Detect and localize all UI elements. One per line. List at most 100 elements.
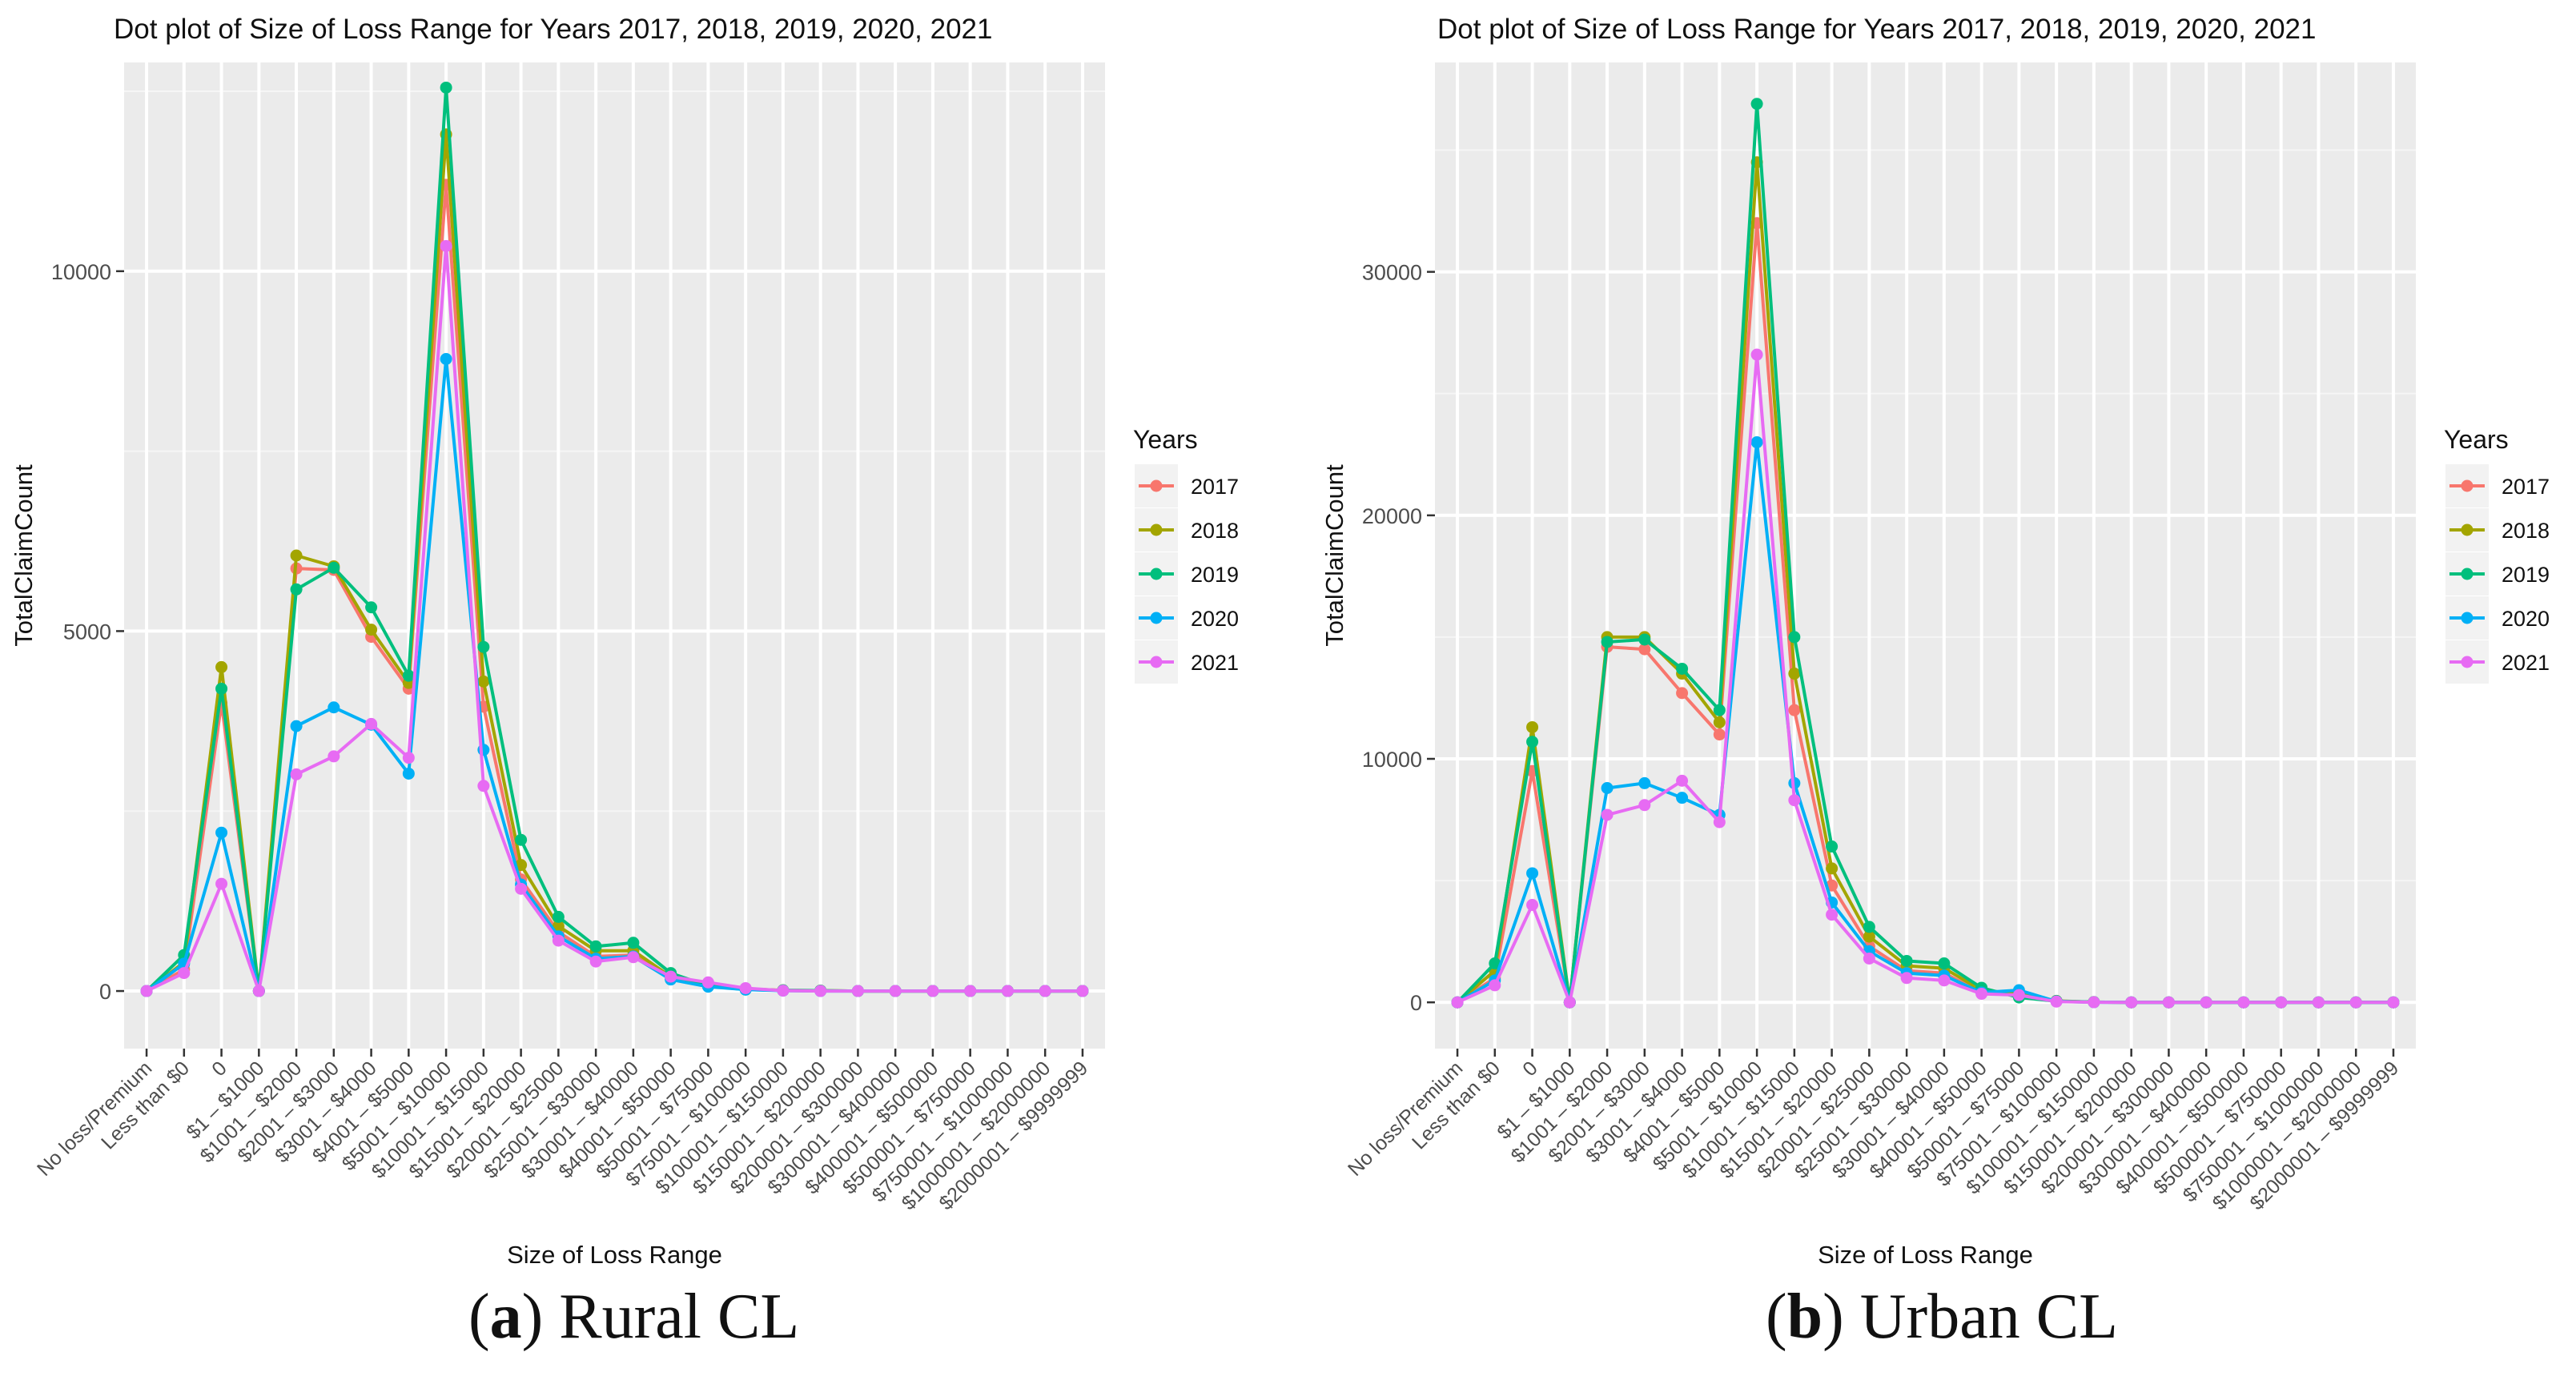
- data-point-2020: [215, 826, 228, 839]
- data-point-2019: [1826, 840, 1839, 853]
- data-point-2017: [1676, 687, 1689, 700]
- y-tick-label: 30000: [1362, 261, 1422, 285]
- data-point-2021: [1451, 996, 1464, 1009]
- data-point-2019: [589, 940, 602, 953]
- legend-label-2019: 2019: [1191, 563, 1239, 587]
- data-point-2021: [2200, 996, 2212, 1009]
- chart-title: Dot plot of Size of Loss Range for Years…: [1437, 14, 2316, 45]
- data-point-2019: [290, 583, 303, 596]
- caption-a-text: Rural CL: [559, 1282, 800, 1352]
- data-point-2021: [328, 750, 340, 763]
- data-point-2019: [215, 682, 228, 695]
- data-point-2021: [178, 967, 191, 980]
- data-point-2019: [1676, 662, 1689, 675]
- legend-key-point-2018: [2461, 524, 2474, 536]
- caption-a: (a) Rural CL: [468, 1282, 800, 1352]
- data-point-2021: [2088, 996, 2100, 1009]
- data-point-2021: [1938, 974, 1951, 987]
- y-tick-label: 10000: [1362, 748, 1422, 772]
- data-point-2019: [1900, 954, 1913, 967]
- data-point-2018: [552, 920, 565, 933]
- chart-title: Dot plot of Size of Loss Range for Years…: [114, 14, 992, 45]
- data-point-2021: [1975, 988, 1988, 1001]
- data-point-2021: [2012, 989, 2025, 1001]
- series-line-2021: [146, 244, 1083, 993]
- data-point-2019: [627, 937, 640, 949]
- data-point-2021: [1039, 985, 1051, 997]
- data-point-2021: [665, 970, 677, 983]
- y-tick-label: 0: [99, 980, 111, 1004]
- data-point-2021: [1601, 808, 1614, 821]
- data-point-2021: [215, 877, 228, 890]
- legend-label-2019: 2019: [2502, 563, 2550, 587]
- data-point-2019: [1638, 633, 1651, 646]
- legend-title: Years: [1133, 425, 1198, 454]
- data-point-2018: [477, 675, 490, 688]
- plot-panel: [1435, 62, 2416, 1049]
- data-point-2021: [2312, 996, 2325, 1009]
- x-axis-title: Size of Loss Range: [1818, 1241, 2033, 1269]
- data-point-2017: [1788, 704, 1801, 716]
- caption-b-letter: b: [1786, 1282, 1823, 1352]
- data-point-2021: [552, 934, 565, 947]
- legend-label-2020: 2020: [1191, 607, 1239, 631]
- legend-title: Years: [2444, 425, 2509, 454]
- data-point-2019: [1788, 631, 1801, 644]
- legend-key-point-2018: [1150, 524, 1163, 536]
- data-point-2021: [1489, 979, 1501, 992]
- data-point-2019: [402, 669, 415, 682]
- legend-label-2018: 2018: [2502, 519, 2550, 543]
- data-point-2017: [1638, 643, 1651, 656]
- legend-label-2017: 2017: [2502, 475, 2550, 499]
- legend-label-2017: 2017: [1191, 475, 1239, 499]
- data-point-2019: [1863, 921, 1875, 933]
- data-point-2019: [440, 81, 452, 94]
- data-point-2021: [2275, 996, 2288, 1009]
- y-axis-title: TotalClaimCount: [10, 464, 38, 647]
- data-point-2020: [1526, 867, 1539, 880]
- caption-b: (b) Urban CL: [1766, 1282, 2118, 1352]
- x-tick-label: 0: [207, 1057, 231, 1081]
- caption-b-text: Urban CL: [1859, 1282, 2118, 1352]
- data-point-2021: [402, 752, 415, 764]
- data-point-2019: [1713, 704, 1726, 716]
- data-point-2021: [851, 985, 864, 997]
- chart-urban: Dot plot of Size of Loss Range for Years…: [1320, 14, 2550, 1269]
- data-point-2018: [1863, 930, 1875, 943]
- data-point-2020: [440, 352, 452, 365]
- data-point-2021: [777, 985, 790, 997]
- data-point-2021: [701, 976, 714, 989]
- data-point-2019: [477, 640, 490, 653]
- y-tick-label: 10000: [51, 260, 111, 284]
- data-point-2019: [365, 601, 378, 614]
- legend-key-point-2021: [2461, 656, 2474, 668]
- y-tick-label: 20000: [1362, 504, 1422, 528]
- data-point-2019: [1489, 957, 1501, 970]
- data-point-2020: [1601, 782, 1614, 795]
- data-point-2018: [1788, 668, 1801, 680]
- x-tick-label: 0: [1518, 1057, 1542, 1081]
- data-point-2019: [1750, 98, 1763, 110]
- data-point-2021: [252, 985, 265, 997]
- data-point-2019: [552, 910, 565, 923]
- data-point-2021: [2237, 996, 2250, 1009]
- data-point-2021: [1713, 816, 1726, 828]
- data-point-2019: [328, 561, 340, 574]
- y-tick-label: 0: [1410, 991, 1422, 1015]
- data-point-2021: [515, 882, 528, 895]
- data-point-2021: [2050, 995, 2063, 1008]
- data-point-2021: [739, 981, 752, 994]
- data-point-2021: [1750, 348, 1763, 361]
- data-point-2019: [515, 833, 528, 846]
- data-point-2021: [2162, 996, 2175, 1009]
- data-point-2021: [964, 985, 977, 997]
- data-point-2018: [1713, 716, 1726, 728]
- legend-key-point-2019: [1150, 568, 1163, 580]
- data-point-2019: [1601, 636, 1614, 648]
- data-point-2021: [627, 951, 640, 964]
- plot-panel: [124, 62, 1105, 1049]
- data-point-2020: [1638, 776, 1651, 789]
- data-point-2019: [1938, 957, 1951, 970]
- legend-key-point-2017: [2461, 479, 2474, 492]
- data-point-2018: [1526, 720, 1539, 733]
